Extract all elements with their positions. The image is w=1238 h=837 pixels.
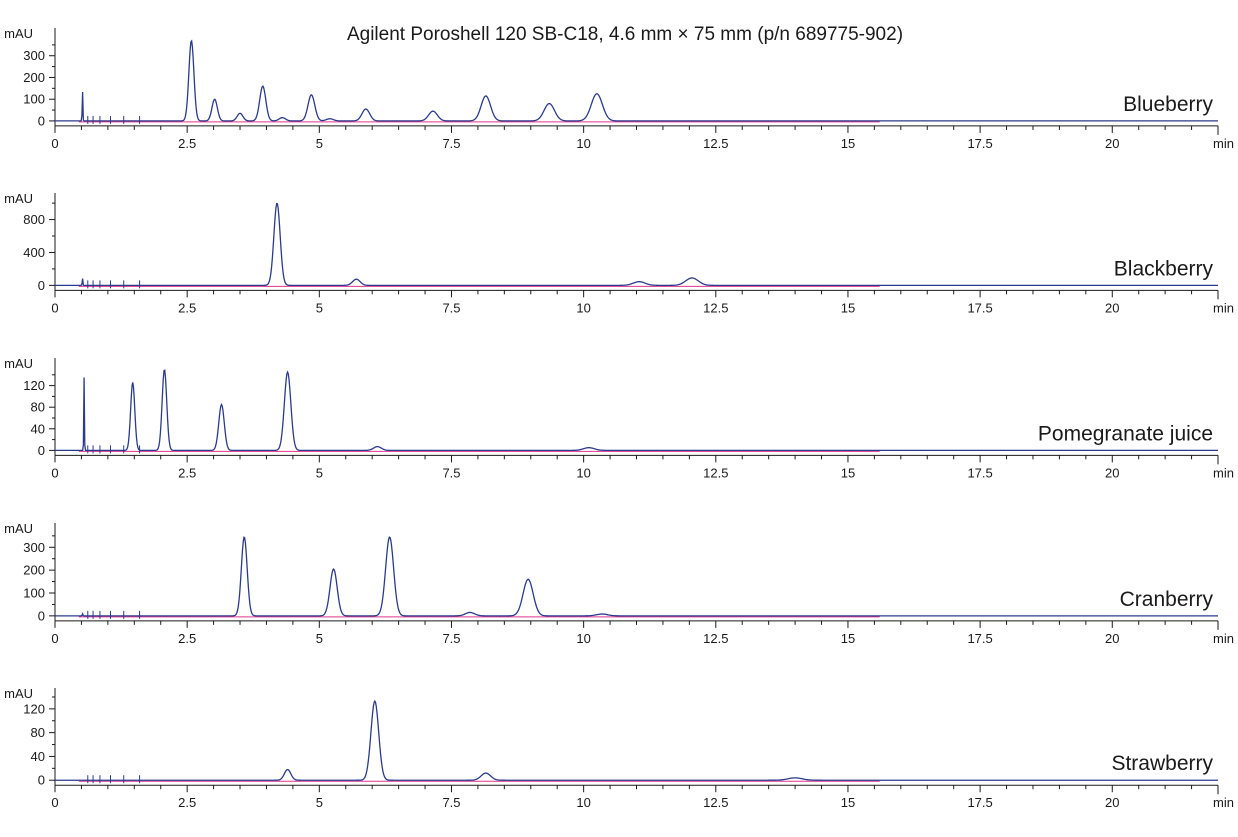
chromatogram-trace — [55, 202, 1218, 287]
x-tick-label: 5 — [316, 795, 323, 810]
chromatogram-panel-strawberry: mAU 0 40 80 120 0 2.5 5 7.5 10 12.5 15 17.5 20 min Stra… — [4, 686, 1234, 810]
chromatogram-trace — [55, 536, 1218, 617]
sample-label: Blackberry — [1114, 257, 1214, 280]
x-tick-label: 5 — [316, 300, 323, 315]
y-tick-label: 0 — [38, 608, 45, 623]
x-tick-label: 0 — [51, 136, 58, 151]
y-tick-label: 200 — [23, 563, 45, 578]
y-axis-unit-label: mAU — [4, 26, 33, 41]
x-tick-label: 17.5 — [967, 300, 992, 315]
x-tick-label: 7.5 — [442, 465, 460, 480]
y-tick-label: 100 — [23, 92, 45, 107]
y-tick-label: 80 — [31, 725, 45, 740]
x-tick-label: 0 — [51, 465, 58, 480]
x-tick-label: 20 — [1105, 795, 1119, 810]
x-tick-label: 17.5 — [967, 631, 992, 646]
x-tick-label: 7.5 — [442, 136, 460, 151]
x-tick-label: 15 — [841, 300, 855, 315]
x-tick-label: 17.5 — [967, 465, 992, 480]
x-tick-label: 15 — [841, 795, 855, 810]
x-axis-unit-label: min — [1213, 631, 1234, 646]
y-tick-label: 400 — [23, 245, 45, 260]
y-tick-label: 120 — [23, 378, 45, 393]
x-axis-unit-label: min — [1213, 465, 1234, 480]
chromatogram-trace — [55, 699, 1218, 781]
y-axis-unit-label: mAU — [4, 191, 33, 206]
x-tick-label: 15 — [841, 465, 855, 480]
chromatogram-panel-blackberry: mAU 0 400 800 0 2.5 5 7.5 10 12.5 15 17.5 20 min Black… — [4, 191, 1234, 315]
x-tick-label: 10 — [576, 465, 590, 480]
chromatogram-panel-cranberry: mAU 0 100 200 300 0 2.5 5 7.5 10 12.5 15 17.5 20 min Cr… — [4, 521, 1234, 646]
x-tick-label: 0 — [51, 795, 58, 810]
x-tick-label: 0 — [51, 631, 58, 646]
x-tick-label: 10 — [576, 795, 590, 810]
x-tick-label: 10 — [576, 136, 590, 151]
y-tick-label: 800 — [23, 212, 45, 227]
y-tick-label: 0 — [38, 278, 45, 293]
x-tick-label: 20 — [1105, 465, 1119, 480]
y-tick-label: 120 — [23, 701, 45, 716]
x-axis-unit-label: min — [1213, 300, 1234, 315]
y-tick-label: 0 — [38, 443, 45, 458]
y-tick-label: 100 — [23, 586, 45, 601]
x-tick-label: 7.5 — [442, 795, 460, 810]
x-tick-label: 12.5 — [703, 795, 728, 810]
x-tick-label: 10 — [576, 300, 590, 315]
x-axis-unit-label: min — [1213, 136, 1234, 151]
x-tick-label: 15 — [841, 631, 855, 646]
sample-label: Strawberry — [1111, 752, 1213, 775]
x-tick-label: 5 — [316, 465, 323, 480]
x-tick-label: 20 — [1105, 631, 1119, 646]
x-tick-label: 10 — [576, 631, 590, 646]
x-tick-label: 2.5 — [178, 300, 196, 315]
x-tick-label: 2.5 — [178, 795, 196, 810]
y-axis-unit-label: mAU — [4, 686, 33, 701]
chromatogram-trace — [55, 39, 1218, 122]
y-axis-unit-label: mAU — [4, 356, 33, 371]
x-tick-label: 0 — [51, 300, 58, 315]
x-tick-label: 20 — [1105, 136, 1119, 151]
y-axis-unit-label: mAU — [4, 521, 33, 536]
y-tick-label: 300 — [23, 48, 45, 63]
sample-label: Pomegranate juice — [1038, 422, 1213, 445]
x-tick-label: 7.5 — [442, 300, 460, 315]
chart-title: Agilent Poroshell 120 SB-C18, 4.6 mm × 7… — [347, 24, 903, 45]
y-tick-label: 40 — [31, 749, 45, 764]
sample-label: Blueberry — [1123, 93, 1213, 116]
x-tick-label: 7.5 — [442, 631, 460, 646]
sample-label: Cranberry — [1120, 588, 1214, 611]
y-tick-label: 0 — [38, 773, 45, 788]
x-tick-label: 5 — [316, 136, 323, 151]
x-tick-label: 12.5 — [703, 631, 728, 646]
chromatogram-panel-pomegranate-juice: mAU 0 40 80 120 0 2.5 5 7.5 10 12.5 15 17.5 20 min Pome… — [4, 356, 1234, 480]
y-tick-label: 80 — [31, 400, 45, 415]
x-tick-label: 20 — [1105, 300, 1119, 315]
x-tick-label: 12.5 — [703, 465, 728, 480]
x-tick-label: 15 — [841, 136, 855, 151]
y-tick-label: 300 — [23, 540, 45, 555]
x-tick-label: 12.5 — [703, 136, 728, 151]
y-tick-label: 200 — [23, 70, 45, 85]
x-tick-label: 17.5 — [967, 795, 992, 810]
x-tick-label: 12.5 — [703, 300, 728, 315]
y-tick-label: 40 — [31, 421, 45, 436]
y-tick-label: 0 — [38, 113, 45, 128]
x-tick-label: 5 — [316, 631, 323, 646]
x-tick-label: 17.5 — [967, 136, 992, 151]
x-tick-label: 2.5 — [178, 136, 196, 151]
x-axis-unit-label: min — [1213, 795, 1234, 810]
chromatogram-trace — [55, 369, 1218, 452]
x-tick-label: 2.5 — [178, 631, 196, 646]
chromatogram-panel-blueberry: mAU 0 100 200 300 0 2.5 5 7.5 10 12.5 15 17.5 20 min Bl… — [4, 26, 1234, 151]
x-tick-label: 2.5 — [178, 465, 196, 480]
